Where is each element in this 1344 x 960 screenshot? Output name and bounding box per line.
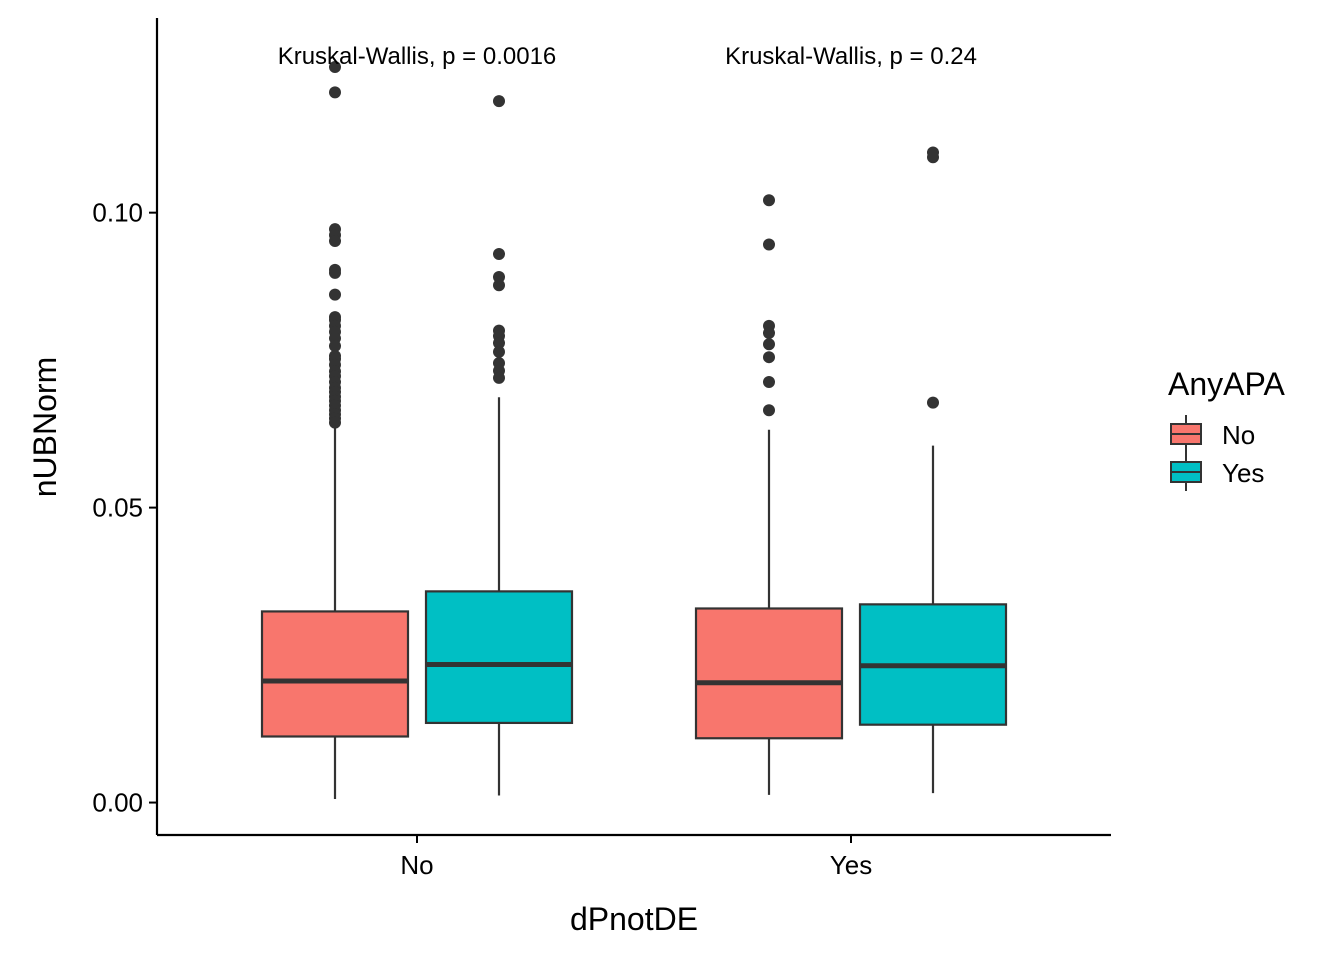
plot-area: Kruskal-Wallis, p = 0.0016 Kruskal-Wallis…	[260, 43, 1008, 800]
outlier-point	[493, 247, 505, 260]
annotation-kruskal-yes: Kruskal-Wallis, p = 0.24	[725, 43, 977, 70]
boxplot-no-no	[260, 60, 410, 800]
outlier-point	[493, 95, 505, 108]
box	[260, 610, 410, 738]
outlier-point	[493, 279, 505, 292]
outlier-point	[329, 266, 341, 279]
outlier-point	[329, 416, 341, 429]
outlier-point	[763, 404, 775, 417]
y-tick-label: 0.10	[92, 198, 143, 228]
outlier-point	[763, 194, 775, 207]
outlier-point	[763, 327, 775, 340]
outlier-point	[329, 86, 341, 99]
outlier-point	[329, 288, 341, 301]
outlier-point	[493, 270, 505, 283]
annotation-kruskal-no: Kruskal-Wallis, p = 0.0016	[278, 43, 557, 70]
x-tick-label: No	[400, 850, 433, 880]
y-tick-label: 0.00	[92, 788, 143, 818]
outlier-point	[927, 151, 939, 164]
outlier-point	[329, 339, 341, 352]
outlier-point	[927, 396, 939, 409]
outlier-point	[763, 238, 775, 251]
legend-item-yes: Yes	[1170, 453, 1264, 491]
outlier-point	[763, 375, 775, 388]
legend-item-no: No	[1170, 415, 1255, 453]
legend-label: Yes	[1222, 458, 1264, 488]
boxplot-yes-no	[424, 95, 574, 796]
legend: AnyAPA No Yes	[1168, 366, 1285, 491]
outlier-point	[329, 60, 341, 73]
axes: 0.00 0.05 0.10 No Yes	[92, 18, 1111, 880]
outlier-point	[763, 351, 775, 364]
y-axis-title: nUBNorm	[27, 357, 63, 497]
outlier-point	[329, 234, 341, 247]
boxplot-no-yes	[694, 194, 844, 795]
box	[694, 607, 844, 740]
y-tick-label: 0.05	[92, 493, 143, 523]
outlier-point	[763, 338, 775, 351]
boxplot-yes-yes	[858, 146, 1008, 794]
legend-label: No	[1222, 420, 1255, 450]
x-axis-title: dPnotDE	[570, 901, 698, 937]
outlier-point	[493, 345, 505, 358]
box	[424, 590, 574, 725]
outlier-point	[493, 337, 505, 350]
x-tick-label: Yes	[830, 850, 872, 880]
legend-title: AnyAPA	[1168, 366, 1285, 402]
outlier-point	[493, 371, 505, 384]
